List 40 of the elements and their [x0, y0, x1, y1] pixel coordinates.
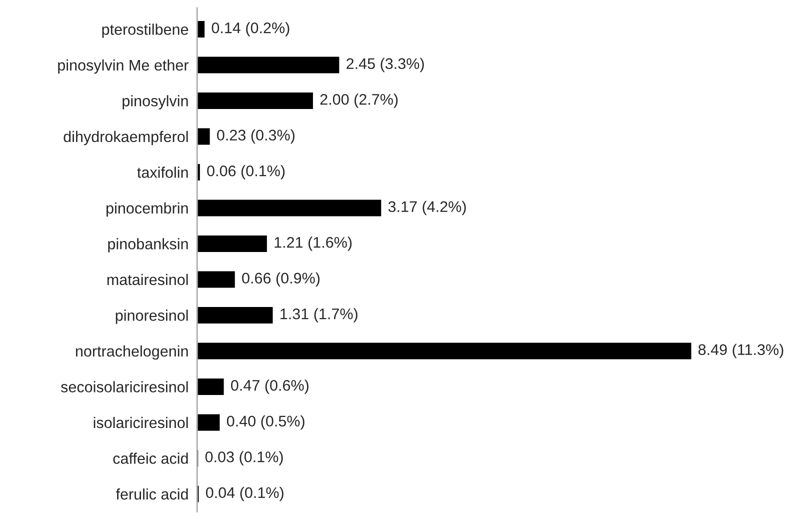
y-tick-label: pinocembrin	[106, 202, 188, 217]
y-tick-label: pinoresinol	[116, 310, 188, 324]
bar	[197, 270, 236, 290]
data-label: 0.14 (0.2%)	[212, 22, 290, 36]
data-label: 2.45 (3.3%)	[346, 58, 424, 72]
y-tick-label: ferulic acid	[116, 488, 188, 500]
bar	[197, 162, 202, 182]
bar	[197, 234, 268, 254]
data-label: 8.49 (11.3%)	[698, 344, 784, 358]
y-tick-label: pinosylvin Me ether	[58, 59, 189, 74]
bar	[197, 412, 222, 432]
data-label: 0.40 (0.5%)	[226, 415, 304, 430]
data-label: 1.31 (1.7%)	[280, 308, 358, 322]
y-tick-label: pinobanksin	[108, 238, 188, 252]
y-tick-label: nortrachelogenin	[76, 345, 188, 360]
data-label: 0.23 (0.3%)	[217, 129, 294, 144]
bar	[197, 20, 206, 39]
y-tick-label: secoisolariciresinol	[60, 381, 188, 392]
y-tick-label: dihydrokaempferol	[64, 130, 188, 146]
y-tick-label: pterostilbene	[102, 24, 188, 38]
bar	[197, 91, 314, 110]
data-label: 0.06 (0.1%)	[207, 165, 285, 180]
bar	[197, 126, 212, 146]
data-label: 0.66 (0.9%)	[242, 272, 320, 287]
y-tick-label: isolariciresinol	[94, 416, 188, 428]
data-label: 3.17 (4.2%)	[388, 200, 466, 216]
y-tick-label: taxifolin	[137, 166, 188, 178]
bar	[197, 55, 341, 75]
y-tick-label: pinosylvin	[122, 95, 188, 110]
bar	[197, 377, 226, 396]
bar	[197, 306, 274, 325]
data-label: 1.21 (1.6%)	[274, 236, 352, 251]
data-label: 0.47 (0.6%)	[231, 380, 308, 394]
y-tick-label: matairesinol	[107, 274, 188, 286]
bar	[197, 341, 692, 361]
y-tick-label: caffeic acid	[113, 452, 188, 464]
data-label: 0.04 (0.1%)	[206, 486, 284, 502]
bar	[197, 198, 383, 218]
data-label: 0.03 (0.1%)	[205, 451, 283, 466]
data-label: 2.00 (2.7%)	[320, 94, 398, 108]
